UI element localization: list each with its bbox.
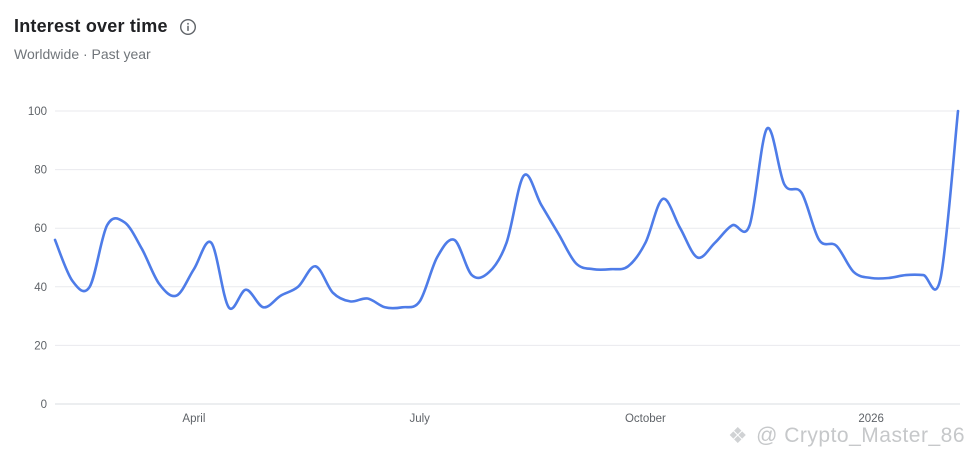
info-icon[interactable] [179, 18, 197, 36]
chart-header: Interest over time Worldwide · Past year [14, 16, 197, 62]
svg-text:80: 80 [34, 165, 47, 177]
svg-text:100: 100 [28, 106, 47, 118]
svg-text:2026: 2026 [858, 413, 884, 425]
svg-text:40: 40 [34, 282, 47, 294]
svg-text:July: July [409, 413, 430, 425]
svg-text:60: 60 [34, 223, 47, 235]
svg-text:0: 0 [41, 399, 47, 411]
page-title: Interest over time [14, 16, 168, 36]
watermark-text: @ Crypto_Master_86 [756, 424, 965, 447]
title-row: Interest over time [14, 16, 197, 37]
x-axis-labels: April July October 2026 [182, 413, 884, 425]
trend-line[interactable] [53, 109, 960, 311]
gridlines [55, 110, 960, 405]
svg-text:October: October [625, 413, 666, 425]
chart-subtitle: Worldwide · Past year [14, 46, 151, 62]
svg-text:April: April [182, 413, 205, 425]
binance-diamond-icon: ❖ [727, 423, 749, 448]
watermark: ❖ @ Crypto_Master_86 [728, 424, 965, 448]
svg-text:20: 20 [34, 340, 47, 352]
y-axis-labels: 0 20 40 60 80 100 [28, 106, 47, 411]
